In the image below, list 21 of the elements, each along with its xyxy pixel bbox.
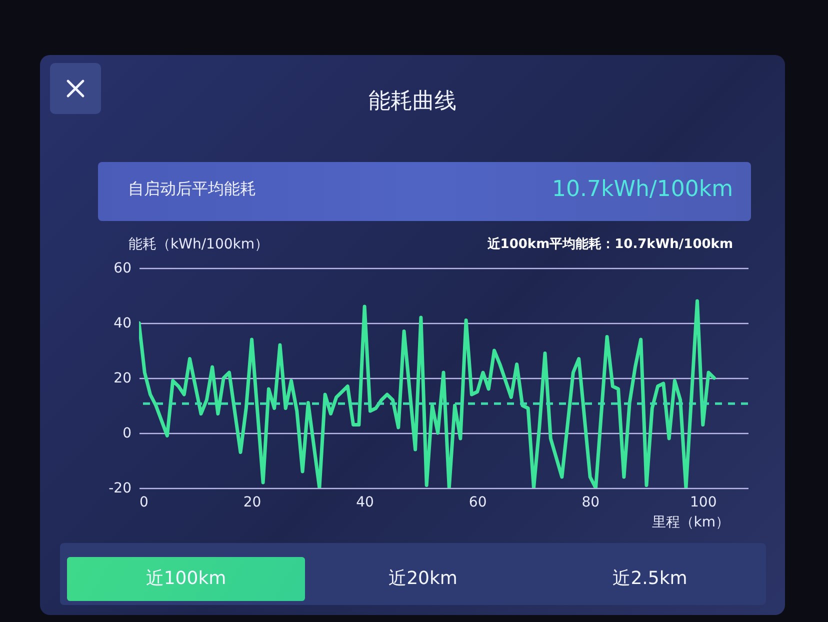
text: 近100km平均能耗：10.7kWh/100km xyxy=(487,236,733,253)
x-tick-label: 60 xyxy=(468,494,487,510)
x-tick-label: 80 xyxy=(582,494,600,510)
x-tick-label: 0 xyxy=(140,494,148,510)
text: 近100km xyxy=(146,567,226,591)
y-tick-label: -20 xyxy=(108,480,132,496)
y-tick-label: 40 xyxy=(114,316,132,332)
text: 近2.5km xyxy=(612,567,688,591)
y-tick-label: 60 xyxy=(114,260,132,276)
x-tick-label: 40 xyxy=(356,494,374,510)
text: 近20km xyxy=(388,567,458,591)
y-axis-title: 能耗（kWh/100km） xyxy=(128,236,269,252)
x-tick-label: 20 xyxy=(243,494,262,510)
y-tick-label: 20 xyxy=(114,370,132,386)
y-tick-label: 0 xyxy=(122,426,132,442)
text: 自启动后平均能耗 xyxy=(128,179,256,200)
chart-title: 能耗曲线 xyxy=(368,88,458,116)
x-tick-label: 100 xyxy=(690,494,717,510)
line-series xyxy=(139,299,716,488)
text: 10.7kWh/100km xyxy=(552,177,733,202)
x-axis-title: 里程（km） xyxy=(652,514,730,530)
